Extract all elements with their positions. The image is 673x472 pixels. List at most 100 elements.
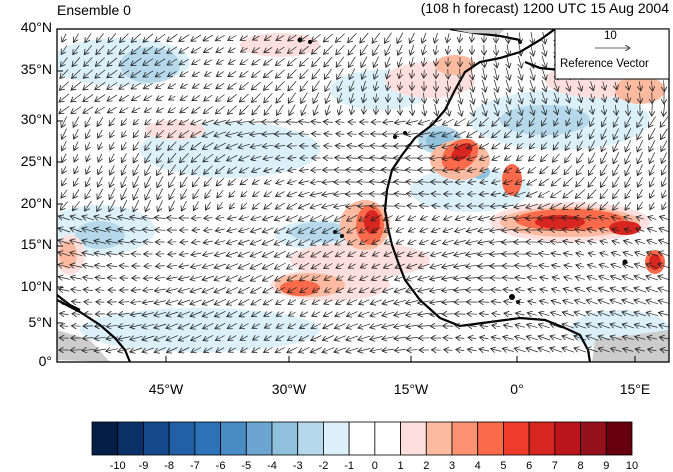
- wind-vector: [204, 229, 213, 230]
- colorbar-cell: [529, 422, 555, 455]
- wind-vector: [62, 154, 66, 163]
- wind-vector: [662, 202, 666, 209]
- wind-vector: [263, 299, 272, 304]
- wind-vector: [62, 34, 66, 42]
- wind-vector: [517, 155, 524, 160]
- wind-vector: [286, 215, 297, 220]
- wind-vector: [612, 241, 620, 244]
- wind-vector: [635, 252, 646, 256]
- wind-vector: [83, 94, 93, 101]
- colorbar-label: 10: [620, 460, 644, 472]
- wind-vector: [96, 290, 105, 291]
- wind-vector: [262, 263, 273, 269]
- wind-vector: [385, 33, 392, 44]
- wind-vector: [121, 176, 126, 187]
- wind-vector: [468, 326, 477, 327]
- colorbar: [92, 422, 632, 455]
- colorbar-cell: [221, 422, 247, 455]
- wind-vector: [214, 288, 226, 293]
- colorbar-label: -9: [131, 460, 155, 472]
- wind-vector: [72, 314, 80, 315]
- wind-vector: [459, 92, 462, 104]
- wind-vector: [406, 170, 419, 171]
- wind-vector: [167, 34, 177, 41]
- wind-vector: [646, 288, 658, 292]
- wind-vector: [155, 277, 165, 278]
- colorbar-label: -7: [183, 460, 207, 472]
- colorbar-label: 2: [414, 460, 438, 472]
- reference-magnitude: 10: [604, 30, 617, 42]
- lon-tick-15e: 15°E: [605, 381, 665, 397]
- wind-vector: [661, 141, 667, 152]
- wind-vector: [133, 165, 139, 176]
- wind-vector: [622, 276, 634, 280]
- wind-vector: [335, 34, 344, 43]
- wind-vector: [218, 202, 223, 209]
- wind-vector: [370, 182, 383, 183]
- wind-vector: [275, 347, 285, 352]
- wind-vector: [83, 289, 93, 290]
- wind-vector: [394, 337, 406, 339]
- wind-vector: [251, 287, 262, 293]
- wind-vector: [346, 324, 358, 329]
- wind-vector: [276, 93, 284, 103]
- wind-vector: [228, 71, 236, 76]
- wind-vector: [459, 34, 460, 43]
- wind-vector: [288, 70, 297, 79]
- wind-vector: [323, 122, 333, 123]
- colorbar-cell: [298, 422, 324, 455]
- wind-vector: [227, 217, 236, 219]
- wind-vector: [470, 92, 473, 104]
- wind-vector: [454, 253, 466, 256]
- wind-vector: [250, 251, 262, 256]
- wind-vector: [430, 301, 443, 303]
- wind-vector: [563, 190, 573, 198]
- wind-vector: [85, 189, 91, 199]
- wind-vector: [623, 252, 633, 256]
- wind-vector: [61, 190, 67, 198]
- colorbar-cell: [246, 422, 272, 455]
- wind-vector: [74, 154, 78, 162]
- wind-vector: [528, 289, 536, 291]
- wind-vector: [613, 152, 619, 164]
- wind-vector: [252, 59, 261, 65]
- wind-vector: [577, 153, 584, 163]
- wind-vector: [239, 299, 250, 305]
- wind-vector: [418, 289, 431, 292]
- wind-vector: [588, 241, 597, 243]
- wind-vector: [179, 265, 189, 267]
- wind-vector: [62, 129, 67, 140]
- wind-vector: [394, 121, 405, 123]
- wind-vector: [478, 229, 490, 232]
- wind-vector: [287, 347, 297, 352]
- wind-vector: [133, 130, 139, 137]
- colorbar-cell: [503, 422, 529, 455]
- wind-vector: [215, 229, 224, 231]
- wind-vector: [262, 239, 274, 244]
- wind-vector: [226, 252, 238, 256]
- wind-vector: [276, 192, 285, 197]
- wind-vector: [443, 240, 454, 244]
- wind-vector: [334, 193, 347, 194]
- wind-vector: [479, 302, 490, 303]
- colorbar-label: -10: [106, 460, 130, 472]
- wind-vector: [358, 348, 370, 351]
- wind-vector: [334, 348, 346, 352]
- wind-vector: [649, 152, 654, 163]
- wind-vector: [86, 142, 90, 150]
- wind-vector: [132, 108, 140, 113]
- wind-vector: [155, 34, 165, 42]
- wind-vector: [263, 275, 274, 281]
- wind-vector: [502, 278, 513, 279]
- wind-vector: [637, 165, 642, 176]
- wind-vector: [587, 276, 597, 279]
- wind-vector: [133, 142, 139, 151]
- wind-vector: [600, 177, 607, 188]
- lon-tick-45w: 45°W: [136, 381, 196, 397]
- wind-vector: [515, 325, 525, 328]
- wind-vector: [527, 265, 538, 266]
- wind-vector: [613, 189, 620, 199]
- wind-vector: [562, 348, 574, 352]
- wind-vector: [322, 182, 334, 183]
- wind-vector: [518, 68, 522, 80]
